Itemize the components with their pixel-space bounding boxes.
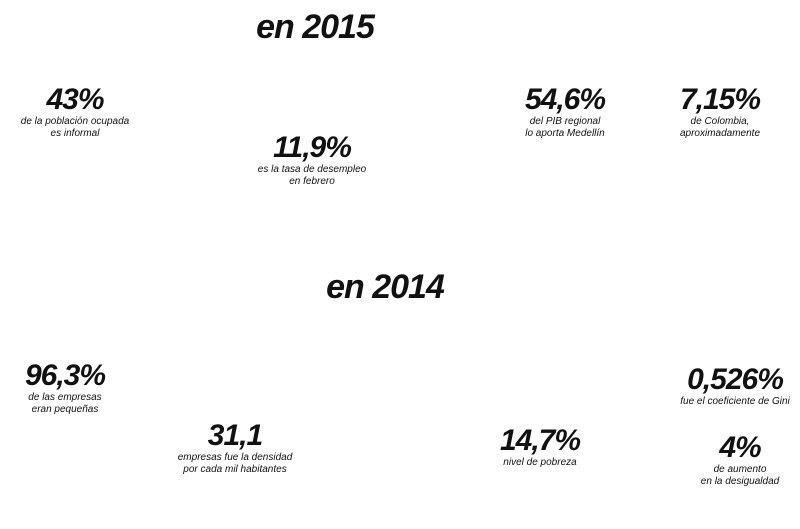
stat-description: de la población ocupada [20,116,130,127]
stat-description: en febrero [289,176,335,187]
stat-value: 96,3% [24,359,106,392]
stat: 4% de aumento en la desigualdad [701,432,779,488]
stat: 54,6% del PIB regional lo aporta Medellín [524,83,606,140]
stat-value: 14,7% [499,424,581,457]
stat-description: de aumento [713,464,767,475]
stat-value: 0,526% [687,363,784,396]
stat: 7,15% de Colombia, aproximadamente [679,83,761,140]
stat: 96,3% de las empresas eran pequeñas [24,359,106,416]
stat-description: aproximadamente [679,128,761,139]
section-heading: en 2014 [326,268,445,306]
stat-description: eran pequeñas [31,404,99,415]
stat: 0,526% fue el coeficiente de Gini [680,364,790,408]
stat-description: lo aporta Medellín [525,128,605,139]
stat-description: por cada mil habitantes [183,464,287,475]
stat-description: es informal [50,128,100,139]
stat-value: 43% [46,83,104,116]
stat-description: empresas fue la densidad [177,452,293,463]
stat-value: 7,15% [679,83,761,116]
stat-description: de Colombia, [690,116,750,127]
stat-value: 31,1 [207,419,263,452]
stat: 43% de la población ocupada es informal [21,84,129,140]
stat-description: del PIB regional [529,116,601,127]
stat: 31,1 empresas fue la densidad por cada mil… [178,420,293,476]
stat-value: 11,9% [273,131,352,164]
stat-description: es la tasa de desempleo [257,164,367,175]
stat-description: de las empresas [28,392,102,403]
stat: 14,7% nivel de pobreza [499,424,581,469]
stat: 11,9% es la tasa de desempleo en febrero [258,132,366,188]
stat-value: 4% [719,431,761,464]
stat-value: 54,6% [524,83,606,116]
section-heading: en 2015 [256,8,375,46]
stat-description: fue el coeficiente de Gini [680,396,790,407]
stat-description: nivel de pobreza [503,457,577,468]
stat-description: en la desigualdad [700,476,780,487]
